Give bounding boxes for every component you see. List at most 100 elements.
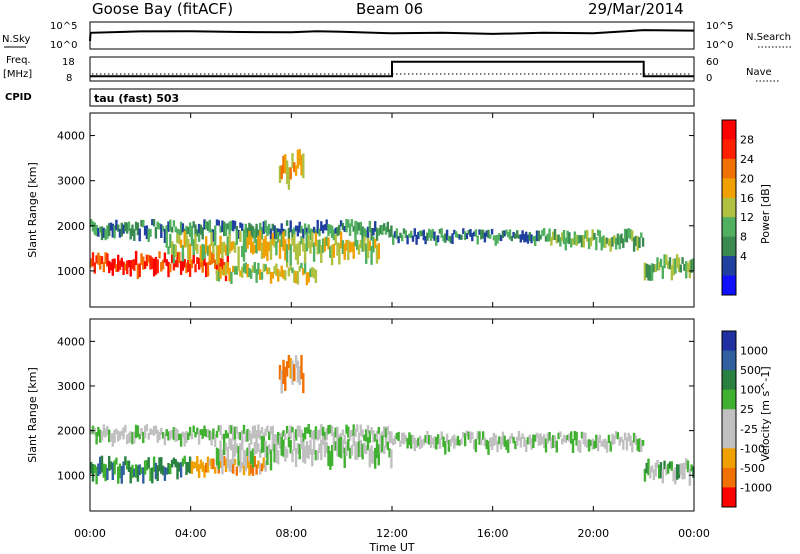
scatter-cell (415, 234, 418, 245)
scatter-cell (294, 225, 298, 232)
scatter-cell (273, 434, 276, 448)
scatter-cell (108, 260, 111, 274)
scatter-cell (298, 149, 301, 166)
scatter-cell (372, 450, 375, 464)
freq-label: Freq. (6, 55, 31, 66)
scatter-cell (307, 272, 310, 283)
scatter-cell (284, 366, 287, 391)
scatter-cell (330, 425, 334, 437)
scatter-cell (133, 259, 136, 271)
scatter-cell (127, 432, 131, 443)
y-tick-label: 3000 (57, 380, 85, 393)
scatter-cell (354, 230, 357, 247)
scatter-cell (143, 261, 147, 269)
scatter-cell (284, 446, 287, 462)
scatter-cell (350, 445, 354, 456)
scatter-cell (232, 427, 235, 441)
scatter-cell (143, 460, 147, 475)
scatter-cell (494, 434, 497, 445)
velocity-colorbar: 1000 500 100 25 -25 -100 -500 -1000 (721, 330, 772, 508)
scatter-cell (614, 237, 618, 250)
scatter-cell (241, 266, 244, 278)
scatter-cell (618, 437, 621, 446)
scatter-cell (600, 441, 603, 447)
scatter-cell (253, 425, 256, 439)
scatter-cell (329, 451, 332, 470)
scatter-cell (300, 429, 303, 439)
scatter-cell (314, 426, 318, 440)
scatter-cell (232, 241, 235, 250)
scatter-cell (629, 229, 632, 240)
scatter-cell (553, 229, 557, 241)
scatter-cell (233, 426, 237, 440)
scatter-cell (300, 154, 303, 176)
scatter-cell (381, 224, 384, 235)
scatter-cell (136, 425, 140, 437)
scatter-cell (208, 244, 211, 261)
scatter-cell (478, 431, 481, 445)
scatter-cell (282, 269, 285, 279)
scatter-cell (629, 435, 632, 446)
colorbar-tick-label: -25 (740, 423, 758, 436)
scatter-cell (269, 449, 273, 471)
scatter-cell (507, 231, 510, 238)
scatter-cell (361, 429, 364, 438)
scatter-cell (205, 462, 208, 473)
scatter-cell (160, 427, 163, 435)
scatter-cell (593, 232, 596, 240)
scatter-cell (494, 235, 497, 246)
scatter-cell (605, 237, 609, 244)
scatter-cell (108, 455, 111, 471)
scatter-cell (485, 439, 488, 450)
scatter-cell (354, 220, 357, 234)
scatter-cell (611, 236, 614, 247)
scatter-cell (530, 234, 533, 244)
scatter-cell (131, 259, 134, 269)
scatter-cell (95, 466, 98, 485)
scatter-cell (596, 437, 600, 452)
scatter-cell (361, 443, 364, 460)
scatter-cell (676, 464, 679, 480)
scatter-cell (187, 462, 190, 473)
nsearch-tick-bottom: 10^0 (706, 40, 733, 51)
scatter-cell (228, 267, 231, 282)
scatter-cell (242, 462, 246, 476)
y-tick-label: 1000 (57, 469, 85, 482)
scatter-cell (230, 220, 233, 231)
scatter-cell (111, 432, 114, 447)
scatter-cell (113, 429, 116, 443)
scatter-cell (188, 243, 192, 264)
scatter-cell (598, 434, 602, 443)
scatter-cell (255, 238, 258, 254)
scatter-cell (498, 436, 501, 445)
scatter-cell (302, 238, 305, 252)
scatter-cell (212, 242, 215, 255)
scatter-cell (623, 432, 627, 441)
scatter-cell (208, 219, 211, 233)
scatter-cell (347, 239, 350, 261)
scatter-cell (104, 252, 107, 264)
scatter-cell (323, 224, 327, 231)
scatter-cell (587, 238, 591, 250)
scatter-cell (665, 254, 668, 265)
scatter-cell (160, 457, 163, 474)
scatter-cell (566, 230, 569, 244)
scatter-cell (345, 424, 348, 434)
scatter-cell (206, 428, 210, 438)
scatter-cell (188, 222, 192, 237)
scatter-cell (374, 447, 377, 469)
scatter-cell (296, 149, 300, 169)
nsky-tick-top: 10^5 (50, 21, 77, 32)
scatter-cell (411, 235, 415, 242)
scatter-cell (314, 269, 318, 283)
scatter-cell (199, 224, 203, 235)
scatter-cell (287, 429, 291, 437)
scatter-cell (388, 229, 391, 238)
scatter-cell (622, 439, 625, 450)
scatter-cell (224, 223, 228, 236)
scatter-cell (345, 239, 348, 251)
scatter-cell (115, 219, 118, 231)
scatter-cell (559, 237, 562, 247)
scatter-cell (187, 432, 190, 440)
scatter-cell (386, 426, 389, 436)
